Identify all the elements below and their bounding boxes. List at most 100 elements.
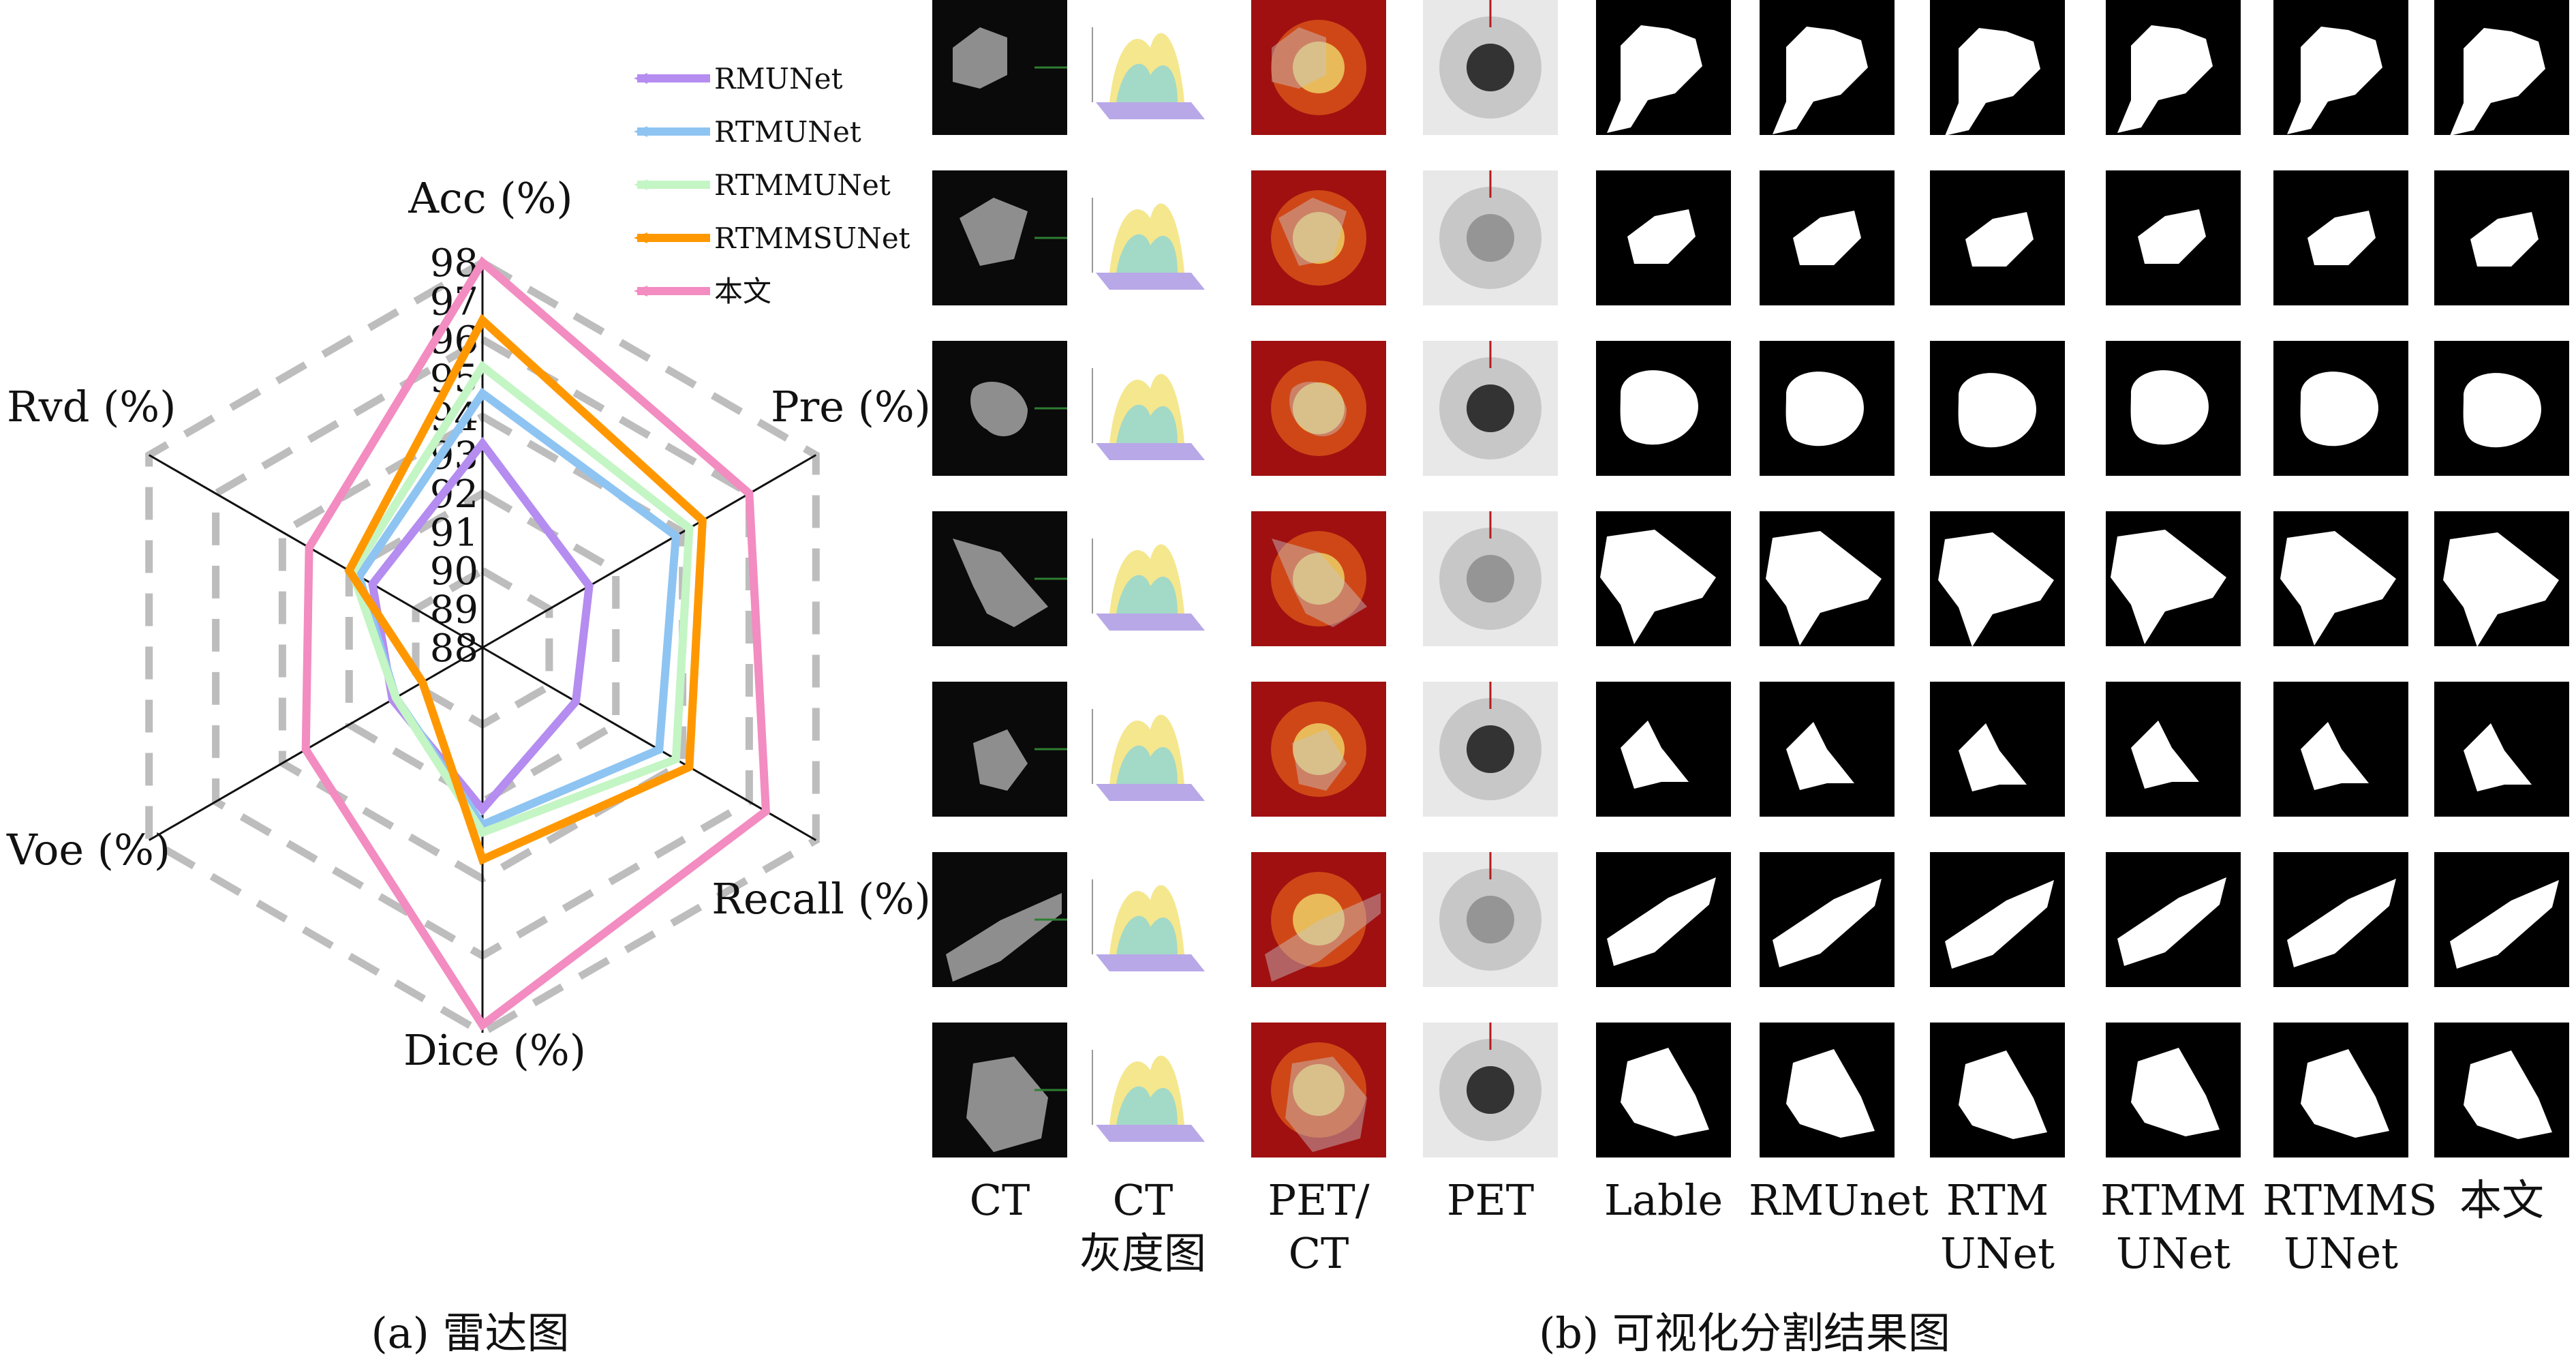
result-cell [1596, 1023, 1731, 1157]
result-cell [1930, 1023, 2065, 1157]
column-label: PET [1446, 1175, 1535, 1225]
result-cell [2273, 0, 2408, 135]
column-label: CT [969, 1175, 1030, 1225]
column-label: RTM UNet [1939, 1175, 2055, 1278]
radar-axis-label: Rvd (%) [7, 382, 176, 432]
radar-series-本文 [301, 256, 771, 1031]
result-cell [1251, 1023, 1386, 1157]
result-cell [1423, 511, 1558, 646]
result-cell [1251, 511, 1386, 646]
radar-tick-label: 89 [430, 588, 478, 633]
segmentation-results-panel [928, 0, 2576, 1282]
result-cell [1423, 0, 1558, 135]
legend-label: 本文 [714, 275, 771, 308]
result-cell [2273, 511, 2408, 646]
radar-axis-label: Acc (%) [408, 173, 572, 223]
result-cell [1760, 170, 1895, 305]
result-cell [932, 341, 1067, 476]
result-cell [1760, 682, 1895, 817]
result-cell [2273, 852, 2408, 987]
radar-axes [148, 262, 817, 1033]
radar-axis-labels: Acc (%) Pre (%) Recall (%) Dice (%) Voe (%) R… [6, 173, 928, 1075]
result-cell [1760, 341, 1895, 476]
legend-marker [634, 126, 647, 137]
radar-tick-label: 88 [430, 626, 478, 671]
result-cell [2434, 170, 2569, 305]
result-cell [1760, 1023, 1895, 1157]
result-cell [932, 852, 1067, 987]
result-cell [1930, 0, 2065, 135]
radar-series-RMUNet [368, 436, 594, 816]
result-cell [1251, 0, 1386, 135]
result-cell [932, 170, 1067, 305]
result-cell [2273, 341, 2408, 476]
radar-series-RTMMSUNet [344, 314, 707, 865]
result-cell [1251, 682, 1386, 817]
result-cell [2434, 341, 2569, 476]
result-cell [2106, 170, 2241, 305]
column-label: CT 灰度图 [1079, 1175, 1206, 1278]
result-cell [1423, 852, 1558, 987]
result-cell [2273, 682, 2408, 817]
caption-a: (a) 雷达图 [371, 1308, 570, 1358]
result-cell [1423, 682, 1558, 817]
radar-axis-line [148, 646, 483, 841]
result-cell [1760, 0, 1895, 135]
result-cell [1930, 682, 2065, 817]
radar-axis-label: Voe (%) [6, 825, 170, 875]
result-cell [1423, 1023, 1558, 1157]
result-cell [1596, 511, 1731, 646]
column-label: Lable [1604, 1175, 1723, 1225]
result-cell [1930, 511, 2065, 646]
legend-label: RTMUNet [714, 115, 861, 149]
result-cell [1423, 170, 1558, 305]
caption-b: (b) 可视化分割结果图 [1539, 1308, 1950, 1358]
result-cell [2434, 0, 2569, 135]
result-cell [2106, 682, 2241, 817]
result-cell [1596, 170, 1731, 305]
result-cell [1075, 682, 1210, 817]
result-cell [1930, 170, 2065, 305]
result-cell [932, 682, 1067, 817]
result-cell [1596, 682, 1731, 817]
radar-axis-label: Recall (%) [711, 874, 928, 924]
result-cell [1075, 0, 1210, 135]
result-cell [1930, 341, 2065, 476]
column-label: PET/ CT [1268, 1175, 1370, 1278]
result-cell [932, 1023, 1067, 1157]
result-cell [2106, 0, 2241, 135]
result-cell [2106, 341, 2241, 476]
result-cell [2106, 852, 2241, 987]
result-cell [1760, 511, 1895, 646]
legend-label: RTMMUNet [714, 168, 891, 202]
result-cell [2434, 1023, 2569, 1157]
result-cell [1251, 341, 1386, 476]
result-cell [2273, 1023, 2408, 1157]
column-label: RTMMS UNet [2263, 1175, 2438, 1278]
result-cell [1075, 341, 1210, 476]
result-cell [1251, 170, 1386, 305]
result-cell [1075, 852, 1210, 987]
result-cell [932, 0, 1067, 135]
legend-label: RMUNet [714, 62, 843, 95]
result-cell [2273, 170, 2408, 305]
legend-marker [634, 179, 647, 190]
result-cell [2434, 852, 2569, 987]
radar-tick-label: 91 [430, 511, 478, 556]
radar-series-group [301, 256, 771, 1031]
legend-marker [634, 232, 647, 243]
result-cell [1596, 852, 1731, 987]
radar-tick-label: 90 [430, 549, 478, 594]
result-cell [1075, 511, 1210, 646]
radar-legend: RMUNet RTMUNet RTMMUNet RTMMSUNet 本文 [634, 62, 910, 308]
legend-marker [634, 286, 647, 297]
result-cell [1930, 852, 2065, 987]
column-label: RMUnet [1749, 1175, 1929, 1225]
result-cell [1251, 852, 1386, 987]
result-cell [1760, 852, 1895, 987]
result-cell [1075, 170, 1210, 305]
radar-axis-line [148, 454, 483, 649]
result-cell [1423, 341, 1558, 476]
result-cell [2106, 511, 2241, 646]
